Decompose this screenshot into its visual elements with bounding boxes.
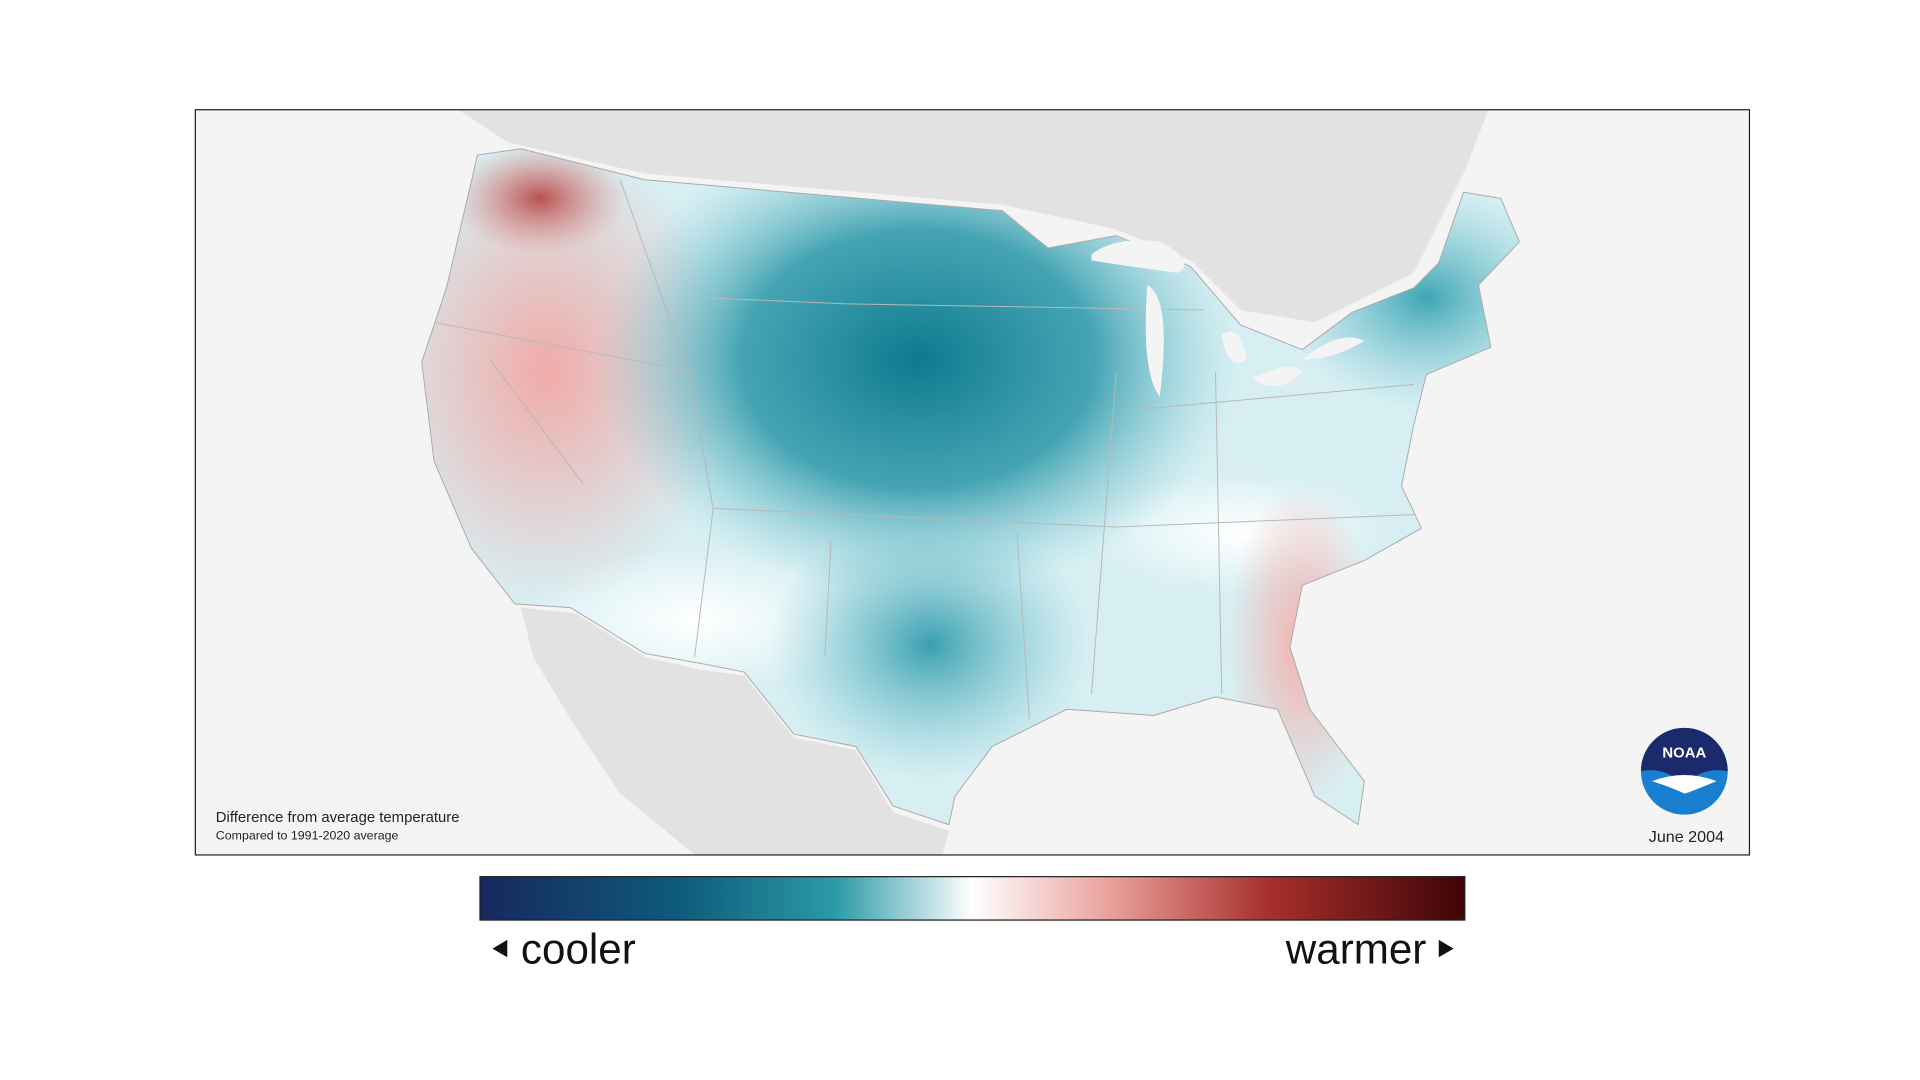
color-bar	[479, 876, 1466, 921]
great-lakes	[1091, 240, 1365, 397]
map-area	[195, 110, 1749, 855]
blob	[768, 508, 1092, 782]
logo-top	[1640, 727, 1728, 784]
noaa-logo: NOAA	[1640, 727, 1728, 815]
legend-low-label: cooler	[521, 925, 636, 972]
map-frame	[194, 109, 1751, 856]
cooler-arrow	[492, 939, 508, 958]
caption-title: Difference from average temperature	[216, 810, 460, 826]
state-lines	[434, 179, 1414, 720]
logo-text: NOAA	[1662, 746, 1706, 762]
legend-high-label: warmer	[1285, 925, 1427, 972]
canada	[458, 110, 1489, 323]
logo-gull	[1652, 774, 1717, 794]
blob	[452, 148, 627, 255]
warmer-arrow	[1438, 939, 1454, 958]
mexico	[520, 607, 949, 855]
caption-subtitle: Compared to 1991-2020 average	[216, 828, 399, 842]
date-label: June 2004	[1649, 828, 1724, 846]
